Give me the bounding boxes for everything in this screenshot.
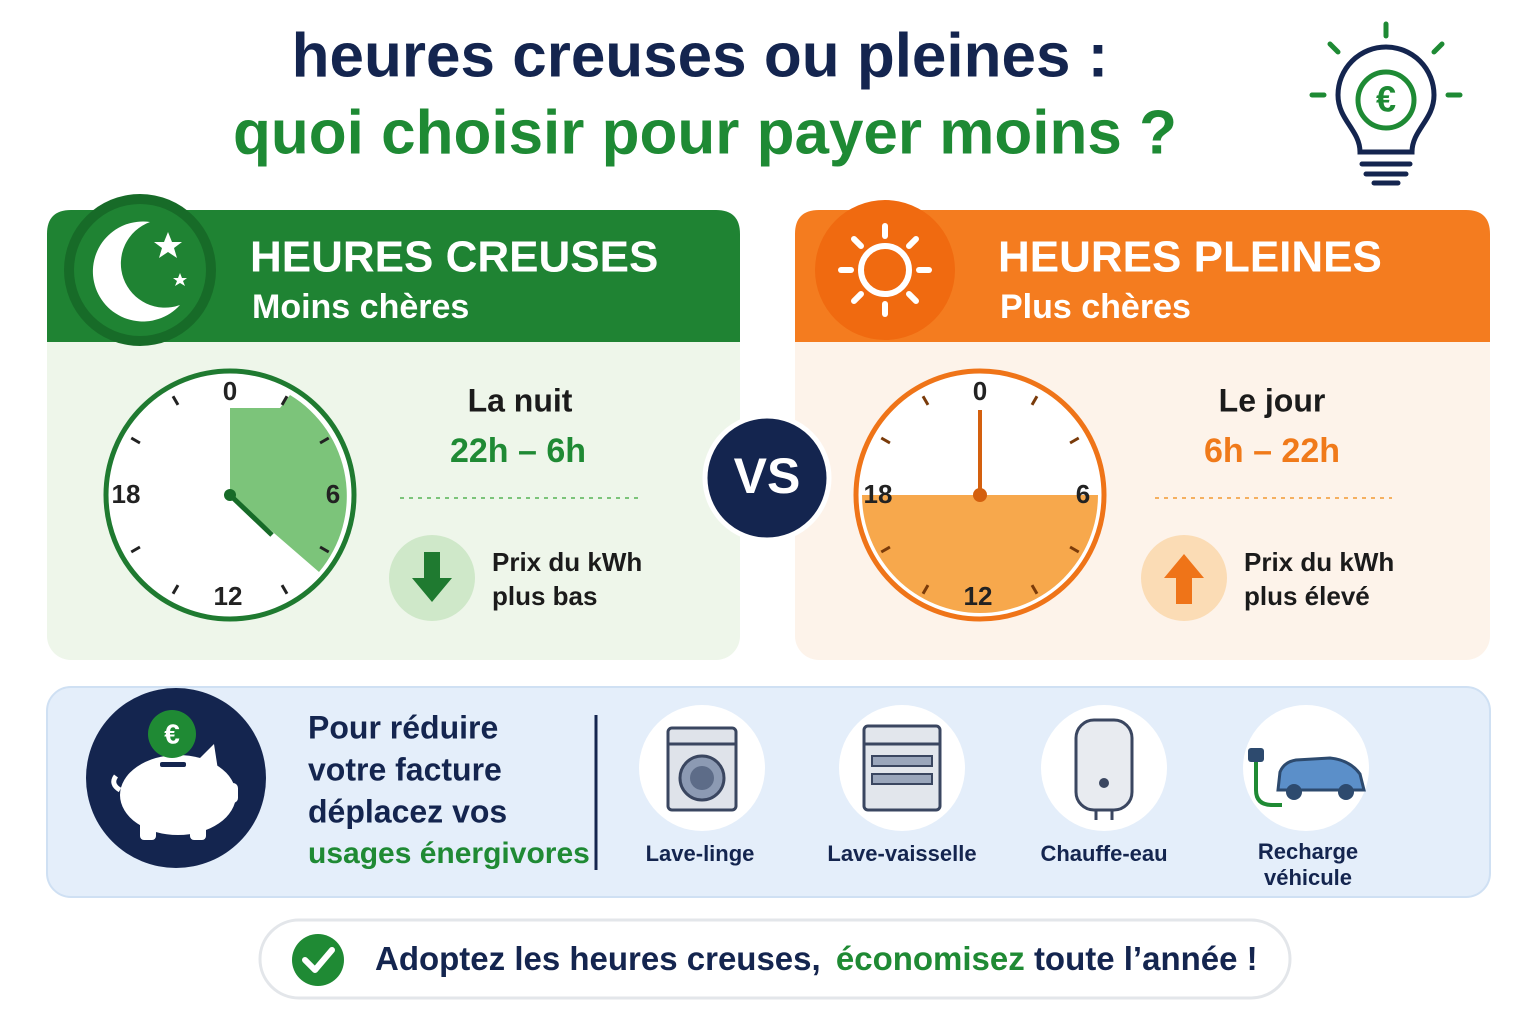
footer-part: économisez — [836, 940, 1025, 977]
check-icon — [292, 934, 344, 986]
price-line: plus bas — [492, 581, 597, 611]
clock-ticks — [880, 395, 1080, 595]
clock-tick — [280, 584, 289, 595]
peak-clock — [853, 368, 1107, 622]
clock-label: 6 — [1076, 479, 1090, 509]
down-arrow-icon — [389, 535, 475, 621]
price-line: Prix du kWh — [1244, 547, 1394, 577]
offpeak-hours: 22h – 6h — [450, 432, 586, 470]
tip-line: usages énergivores — [308, 837, 590, 870]
price-line: Prix du kWh — [492, 547, 642, 577]
clock-tick — [1069, 436, 1080, 445]
clock-tick — [1069, 545, 1080, 554]
piggy-euro: € — [164, 718, 180, 749]
appliance-label: Chauffe-eau — [1040, 841, 1167, 866]
appliance-label: véhicule — [1264, 865, 1352, 890]
clock-tick — [319, 436, 330, 445]
clock-tick — [171, 584, 180, 595]
clock-label: 18 — [112, 479, 141, 509]
offpeak-title: HEURES CREUSES — [250, 233, 658, 282]
tip-line: votre facture — [308, 751, 502, 787]
clock-label: 12 — [214, 581, 243, 611]
peak-period: Le jour — [1219, 382, 1326, 418]
clock-tick — [880, 545, 891, 554]
clock-tick — [171, 395, 180, 406]
clock-tick — [280, 395, 289, 406]
clock-tick — [1030, 584, 1039, 595]
footer-part: toute l’année ! — [1034, 940, 1258, 977]
clock-label: 6 — [326, 479, 340, 509]
appliance-label: Lave-linge — [646, 841, 755, 866]
footer-part: Adoptez les heures creuses, — [375, 940, 821, 977]
offpeak-clock — [103, 368, 357, 622]
appliance-label: Lave-vaisselle — [827, 841, 976, 866]
check-mark — [302, 947, 335, 973]
clock-tick — [319, 545, 330, 554]
peak-hours: 6h – 22h — [1204, 432, 1340, 470]
clock-tick — [921, 395, 930, 406]
offpeak-subtitle: Moins chères — [252, 288, 469, 326]
appliance-icons — [639, 705, 1369, 831]
vs-badge — [702, 413, 832, 543]
title-line1: heures creuses ou pleines : — [292, 21, 1109, 90]
clock-label: 0 — [223, 376, 237, 406]
vs-text: VS — [734, 448, 801, 504]
clock-tick — [130, 545, 141, 554]
offpeak-period: La nuit — [468, 382, 573, 418]
clock-tick — [880, 436, 891, 445]
peak-title: HEURES PLEINES — [998, 233, 1382, 282]
clock-tick — [130, 436, 141, 445]
footer-pill — [258, 918, 1292, 1000]
clock-tick — [1030, 395, 1039, 406]
tip-line: Pour réduire — [308, 709, 498, 745]
bulb-euro: € — [1376, 79, 1396, 120]
clock-tick — [921, 584, 930, 595]
footer-text: Adoptez les heures creuses, économisez t… — [375, 940, 1258, 977]
up-arrow-icon — [1141, 535, 1227, 621]
tip-line: déplacez vos — [308, 793, 507, 829]
price-line: plus élevé — [1244, 581, 1370, 611]
bulb-icon — [1309, 21, 1463, 186]
clock-ticks — [130, 395, 330, 595]
clock-label: 0 — [973, 376, 987, 406]
clock-label: 18 — [864, 479, 893, 509]
title-line2: quoi choisir pour payer moins ? — [233, 98, 1177, 167]
peak-subtitle: Plus chères — [1000, 288, 1191, 326]
appliance-label: Recharge — [1258, 839, 1358, 864]
clock-label: 12 — [964, 581, 993, 611]
piggy-icon — [86, 688, 266, 868]
